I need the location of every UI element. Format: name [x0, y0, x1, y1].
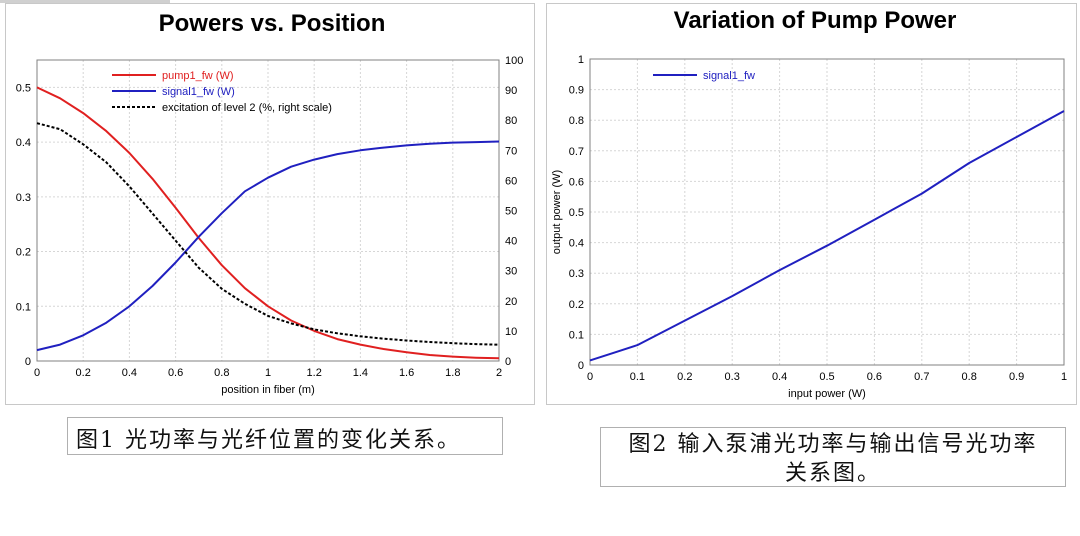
chart-panel-power-vs-position: Powers vs. Position 0 0.2 0.4 0.6 0.8 1 1.2 1.4 1… — [5, 3, 535, 405]
x-tick-label: 0 — [34, 367, 40, 379]
x-tick-label: 1.4 — [353, 367, 368, 379]
plot-frame — [589, 58, 1065, 366]
plot-frame — [36, 59, 500, 362]
x-tick-label: 0.4 — [772, 371, 787, 383]
legend-label: excitation of level 2 (%, right scale) — [162, 102, 332, 114]
y-tick-label: 0.2 — [569, 299, 584, 311]
y-tick-label: 0.3 — [16, 192, 31, 204]
y-tick-label: 0 — [25, 356, 31, 368]
x-tick-label: 0.5 — [819, 371, 834, 383]
y-tick-label: 0.5 — [16, 82, 31, 94]
figure2-caption-line2: 关系图。 — [784, 461, 881, 486]
chart-title: Powers vs. Position — [159, 10, 386, 37]
figure1-caption: 图1 光功率与光纤位置的变化关系。 — [67, 417, 503, 455]
x-tick-label: 2 — [496, 367, 502, 379]
y-tick-label: 0.7 — [569, 146, 584, 158]
series-line-0 — [589, 110, 1065, 362]
x-axis-label: position in fiber (m) — [221, 384, 315, 396]
y-tick-label: 0.8 — [569, 115, 584, 127]
x-tick-label: 1.6 — [399, 367, 414, 379]
y-tick-label: 0.6 — [569, 176, 584, 188]
series-line-2 — [36, 122, 500, 346]
x-tick-label: 0.1 — [630, 371, 645, 383]
legend-label: signal1_fw — [703, 70, 755, 82]
chart-power-vs-position: Powers vs. Position 0 0.2 0.4 0.6 0.8 1 1.2 1.4 1… — [16, 10, 524, 396]
y-tick-label: 0.2 — [16, 247, 31, 259]
y-tick-label: 0.3 — [569, 268, 584, 280]
y-tick-label: 0.4 — [569, 238, 584, 250]
x-tick-label: 0.8 — [214, 367, 229, 379]
x-tick-label: 0.6 — [168, 367, 183, 379]
y2-tick-label: 60 — [505, 175, 517, 187]
y2-tick-label: 0 — [505, 356, 511, 368]
y-axis-label: output power (W) — [551, 170, 563, 254]
legend-label: signal1_fw (W) — [162, 86, 235, 98]
x-tick-label: 0.7 — [914, 371, 929, 383]
x-tick-label: 0.2 — [76, 367, 91, 379]
x-tick-label: 1 — [1061, 371, 1067, 383]
chart-pump-power-variation: Variation of Pump Power 0 0.1 0.2 0.3 0.4 0.5 0… — [551, 7, 1067, 400]
x-tick-label: 1 — [265, 367, 271, 379]
series-line-0 — [36, 86, 500, 360]
y2-tick-label: 70 — [505, 145, 517, 157]
x-tick-label: 1.2 — [307, 367, 322, 379]
chart-title: Variation of Pump Power — [674, 7, 957, 34]
y2-tick-label: 30 — [505, 266, 517, 278]
y2-tick-label: 40 — [505, 236, 517, 248]
y2-tick-label: 100 — [505, 55, 523, 67]
y2-tick-label: 80 — [505, 115, 517, 127]
x-tick-label: 0.8 — [962, 371, 977, 383]
legend-label: pump1_fw (W) — [162, 70, 234, 82]
y2-tick-label: 10 — [505, 326, 517, 338]
figure1-caption-text: 图1 光功率与光纤位置的变化关系。 — [76, 428, 461, 453]
y2-tick-label: 20 — [505, 296, 517, 308]
y-tick-label: 0.1 — [569, 329, 584, 341]
figure2-caption-line1: 图2 输入泵浦光功率与输出信号光功率 — [628, 432, 1038, 457]
y-tick-label: 0.4 — [16, 137, 31, 149]
series-line-1 — [36, 140, 500, 352]
x-tick-label: 0.4 — [122, 367, 137, 379]
x-tick-label: 0.3 — [725, 371, 740, 383]
x-tick-label: 1.8 — [445, 367, 460, 379]
x-tick-label: 0 — [587, 371, 593, 383]
x-tick-label: 0.6 — [867, 371, 882, 383]
y-tick-label: 0 — [578, 360, 584, 372]
y-tick-label: 0.1 — [16, 301, 31, 313]
y-tick-label: 0.5 — [569, 207, 584, 219]
y2-tick-label: 50 — [505, 206, 517, 218]
x-tick-label: 0.9 — [1009, 371, 1024, 383]
x-tick-label: 0.2 — [677, 371, 692, 383]
y2-tick-label: 90 — [505, 85, 517, 97]
top-strip — [0, 0, 170, 3]
x-axis-label: input power (W) — [788, 388, 866, 400]
y-tick-label: 0.9 — [569, 85, 584, 97]
y-tick-label: 1 — [578, 54, 584, 66]
figure2-caption: 图2 输入泵浦光功率与输出信号光功率 关系图。 — [600, 427, 1066, 487]
chart-panel-pump-power: Variation of Pump Power 0 0.1 0.2 0.3 0.4 0.5 0… — [546, 3, 1077, 405]
